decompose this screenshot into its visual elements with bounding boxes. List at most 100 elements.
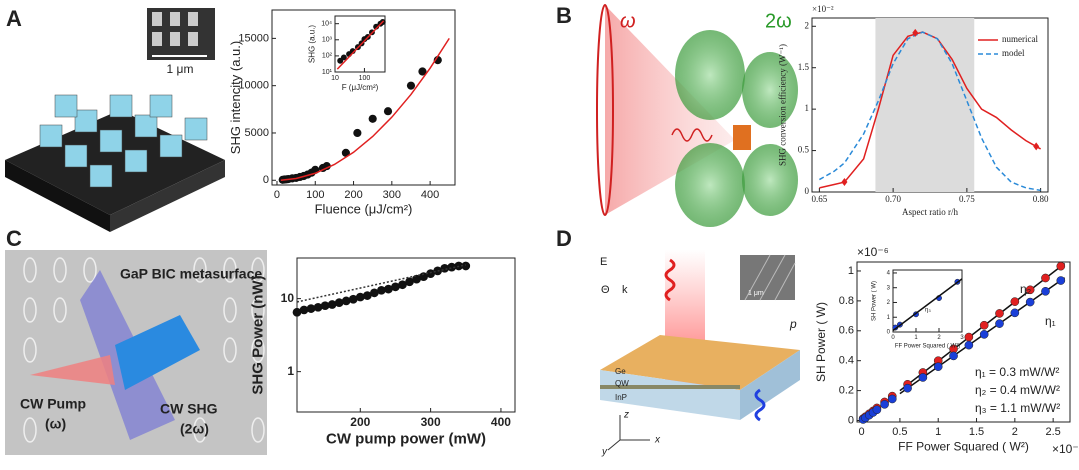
marker (384, 284, 393, 294)
y-tick-label: 10³ (322, 37, 333, 44)
x-tick-label: 100 (359, 75, 371, 82)
y-tick-label: 10² (322, 53, 333, 60)
panel-label: D (556, 226, 572, 251)
annotation: ×10⁻² (812, 4, 834, 14)
y-tick-label: 0.2 (839, 385, 854, 397)
marker (447, 262, 457, 272)
marker (1010, 308, 1020, 318)
x-tick-label: 400 (421, 189, 439, 201)
axis-x-label: x (654, 435, 661, 446)
marker (1041, 286, 1050, 296)
y-tick-label: 0 (263, 174, 269, 186)
marker (1033, 142, 1040, 151)
line (892, 278, 963, 332)
marker (979, 320, 989, 330)
x-tick-label: 400 (491, 415, 511, 429)
x-tick-label: 100 (306, 189, 324, 201)
y-tick-label: 1.5 (798, 62, 810, 72)
e-label: E (600, 256, 607, 268)
marker (419, 272, 428, 281)
annotation: η₂ = 0.4 mW/W² (975, 383, 1060, 397)
y-axis-label: SH Power ( W) (814, 302, 828, 382)
marker (1010, 297, 1020, 306)
y-axis-label: SHG conversion efficiency (W⁻¹) (777, 44, 787, 166)
panel-label: B (556, 3, 572, 28)
marker (348, 294, 358, 304)
x-tick-label: 0.70 (885, 194, 901, 204)
marker (383, 107, 393, 116)
x-tick-label: 0.65 (812, 194, 828, 204)
marker (368, 114, 377, 123)
scale-label: 1 μm (167, 62, 194, 76)
metasurface-label: GaP BIC metasurface (120, 266, 262, 282)
y-tick-label: 2 (887, 300, 891, 306)
k-label: k (622, 284, 628, 296)
marker (872, 405, 882, 415)
marker (412, 274, 421, 284)
shaded-region (875, 18, 975, 192)
marker (353, 128, 362, 138)
marker (1056, 276, 1066, 285)
marker (995, 309, 1004, 318)
theta-label: Θ (601, 284, 610, 296)
y-tick-label: 15000 (238, 32, 269, 44)
x-tick-label: 1 (935, 426, 941, 438)
annotation: η₃ (925, 308, 931, 314)
x-tick-label: 1 (914, 335, 918, 341)
marker (299, 305, 309, 315)
pump-freq-label: (ω) (45, 416, 66, 432)
ge-label: Ge (615, 367, 626, 376)
chart: 0.65 0.70 0.75 0.80 0 0.5 1 1.5 2 Aspect ratio r/… (777, 4, 1049, 217)
marker (964, 332, 974, 342)
line (280, 37, 450, 181)
marker (1025, 285, 1035, 295)
y-tick-label: 0.6 (839, 325, 854, 337)
marker (313, 302, 323, 312)
marker (292, 307, 302, 317)
annotation: η₁ = 0.3 mW/W² (975, 365, 1059, 379)
y-tick-label: 0 (887, 330, 891, 336)
illustration-a: 1 μm (5, 8, 225, 232)
x-axis-label: FF Power Squared ( W²) (895, 343, 960, 349)
marker (1041, 273, 1050, 283)
marker (964, 340, 974, 350)
axis-z-label: z (623, 410, 629, 421)
marker (341, 148, 350, 157)
marker (341, 296, 351, 306)
x-tick-label: 0.5 (892, 426, 907, 438)
marker (918, 373, 928, 382)
x-axis-label: Fluence (μJ/cm²) (315, 202, 413, 217)
x-tick-label: 0 (891, 335, 895, 341)
marker (418, 67, 427, 76)
x-tick-label: 3 (960, 335, 964, 341)
shg-label: CW SHG (160, 401, 218, 417)
marker (327, 300, 337, 309)
marker (306, 304, 316, 313)
y-tick-label: 10⁴ (321, 21, 332, 28)
annotation: η₁ (1045, 314, 1056, 328)
marker (334, 298, 344, 308)
y-tick-label: 5000 (245, 127, 269, 139)
annotation: ×10⁻⁶ (857, 245, 889, 259)
y-tick-label: 1 (848, 265, 854, 277)
x-tick-label: 200 (350, 415, 370, 429)
marker (979, 330, 989, 339)
y-tick-label: 0.5 (798, 145, 810, 155)
marker (426, 269, 435, 278)
legend-label: numerical (1002, 34, 1038, 44)
y-tick-label: 0 (848, 414, 854, 426)
x-axis-label: Aspect ratio r/h (902, 207, 958, 217)
marker (320, 301, 330, 311)
chart: 0 1 2 3 0 1 2 3 4 FF Power Squared ( W²) SH Power … (871, 269, 964, 349)
axis-y-label: y (601, 447, 608, 458)
y-tick-label: 10 (281, 291, 295, 305)
marker (933, 362, 943, 372)
omega-label: ω (620, 10, 636, 32)
marker (1025, 297, 1035, 307)
y-axis-label: SHG (a.u.) (308, 25, 317, 64)
x-tick-label: 0 (859, 426, 865, 438)
y-tick-label: 1 (287, 364, 294, 378)
x-tick-label: 10 (331, 75, 339, 82)
marker (1056, 261, 1066, 271)
